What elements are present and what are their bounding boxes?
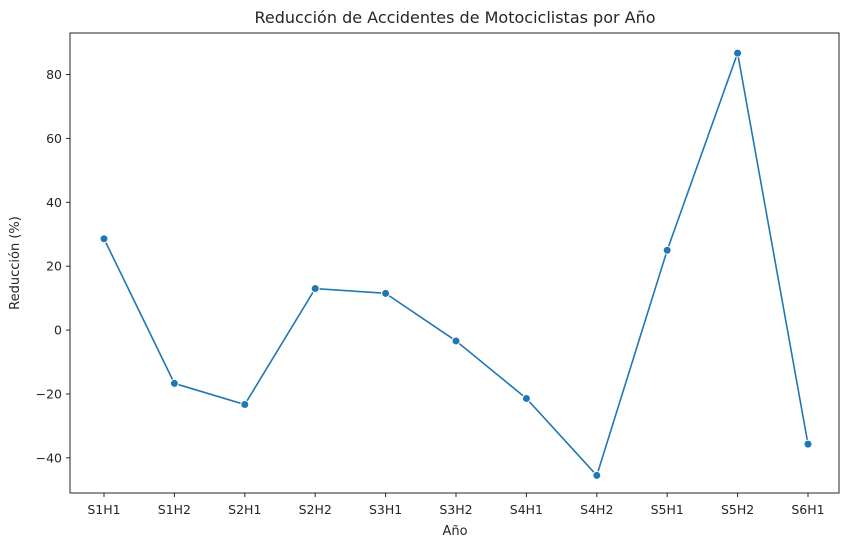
data-point-s3h1 (381, 288, 391, 298)
y-tick-label: 60 (46, 131, 62, 146)
x-tick-label: S5H2 (721, 502, 754, 517)
plot-area-frame (69, 32, 840, 494)
x-tick-label: S5H1 (651, 502, 684, 517)
y-tick-label: 80 (46, 67, 62, 82)
x-tick-label: S6H1 (791, 502, 824, 517)
data-point-s5h1 (662, 245, 672, 255)
data-point-s5h2 (733, 48, 743, 58)
data-point-s2h2 (310, 284, 320, 294)
series-line (103, 50, 809, 477)
x-tick-label: S2H1 (228, 502, 261, 517)
x-axis-label: Año (442, 524, 467, 539)
x-tick-label: S3H2 (439, 502, 472, 517)
x-tick-label: S4H2 (580, 502, 613, 517)
y-tick-label: 40 (46, 195, 62, 210)
data-point-s1h1 (99, 234, 109, 244)
data-point-s3h2 (451, 336, 461, 346)
data-point-s4h2 (592, 470, 602, 480)
data-point-s4h1 (521, 393, 531, 403)
x-tick-label: S1H1 (87, 502, 120, 517)
x-tick-label: S2H2 (299, 502, 332, 517)
y-axis: −40 −20 0 20 40 60 80 (36, 67, 70, 465)
chart-title: Reducción de Accidentes de Motociclistas… (254, 8, 655, 27)
x-tick-label: S4H1 (510, 502, 543, 517)
y-tick-label: −20 (36, 386, 62, 401)
y-tick-label: 20 (46, 259, 62, 274)
y-axis-label: Reducción (%) (8, 216, 23, 310)
x-tick-label: S3H1 (369, 502, 402, 517)
data-point-s1h2 (169, 378, 179, 388)
y-tick-label: 0 (54, 323, 62, 338)
y-tick-label: −40 (36, 450, 62, 465)
x-axis: S1H1 S1H2 S2H1 S2H2 S3H1 S3H2 S4H1 S4H2 S5H1 S5H2… (87, 493, 825, 517)
data-point-s2h1 (240, 400, 250, 410)
x-tick-label: S1H2 (158, 502, 191, 517)
series-markers (99, 48, 813, 480)
data-point-s6h1 (803, 439, 813, 449)
